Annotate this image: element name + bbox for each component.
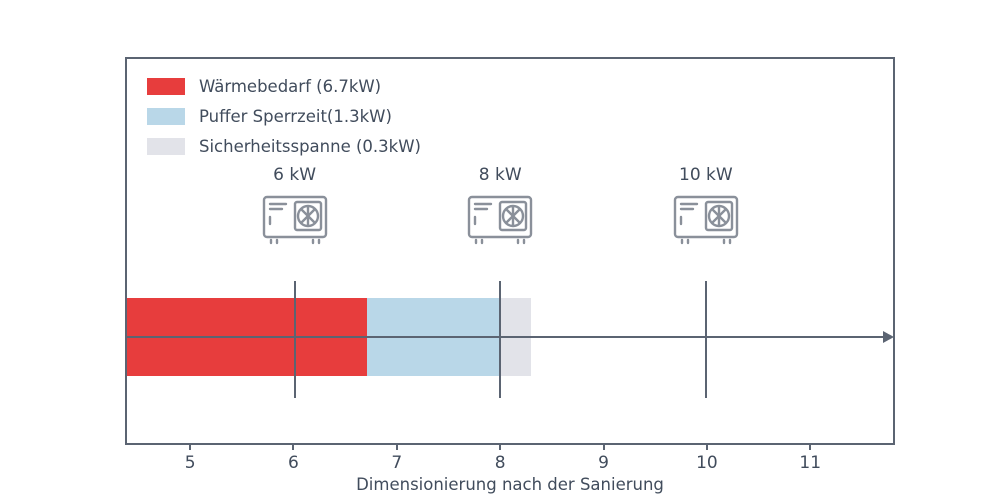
- x-tick-mark-11: [809, 445, 812, 450]
- x-tick-label-5: 5: [184, 453, 196, 473]
- x-axis-label: Dimensionierung nach der Sanierung: [356, 475, 664, 494]
- x-tick-mark-9: [602, 445, 605, 450]
- marker-line-8kw: [499, 281, 502, 398]
- plot-area: Wärmebedarf (6.7kW) Puffer Sperrzeit(1.3…: [125, 57, 895, 445]
- x-tick-label-6: 6: [288, 453, 299, 473]
- axis-arrow-head: [883, 331, 894, 343]
- marker-line-6kw: [293, 281, 296, 398]
- heat-pump-icon: [672, 194, 740, 246]
- heat-pump-icon: [466, 194, 534, 246]
- marker-line-10kw: [704, 281, 707, 398]
- legend-label: Sicherheitsspanne (0.3kW): [199, 137, 421, 156]
- x-tick-mark-7: [395, 445, 398, 450]
- x-tick-mark-6: [292, 445, 295, 450]
- legend-item-sicherheit: Sicherheitsspanne (0.3kW): [147, 137, 421, 156]
- x-tick-mark-10: [705, 445, 708, 450]
- x-tick-label-10: 10: [696, 453, 718, 473]
- x-tick-label-11: 11: [799, 453, 822, 473]
- marker-label-8kw: 8 kW: [478, 165, 522, 185]
- legend-label: Puffer Sperrzeit(1.3kW): [199, 107, 392, 126]
- x-tick-label-7: 7: [391, 453, 403, 473]
- legend-item-puffer: Puffer Sperrzeit(1.3kW): [147, 107, 421, 126]
- legend-item-waermebedarf: Wärmebedarf (6.7kW): [147, 77, 421, 96]
- heat-pump-icon: [261, 194, 329, 246]
- x-tick-mark-5: [189, 445, 192, 450]
- x-axis-ticks: 5 6 7 8 9 10 11: [125, 445, 895, 485]
- axis-arrow-line: [127, 336, 883, 338]
- legend: Wärmebedarf (6.7kW) Puffer Sperrzeit(1.3…: [147, 77, 421, 167]
- marker-label-10kw: 10 kW: [679, 165, 733, 185]
- legend-swatch-red: [147, 78, 185, 95]
- legend-swatch-gray: [147, 138, 185, 155]
- x-tick-label-8: 8: [494, 453, 506, 473]
- x-tick-mark-8: [499, 445, 502, 450]
- legend-swatch-blue: [147, 108, 185, 125]
- legend-label: Wärmebedarf (6.7kW): [199, 77, 382, 96]
- marker-label-6kw: 6 kW: [273, 165, 317, 185]
- x-tick-label-9: 9: [598, 453, 609, 473]
